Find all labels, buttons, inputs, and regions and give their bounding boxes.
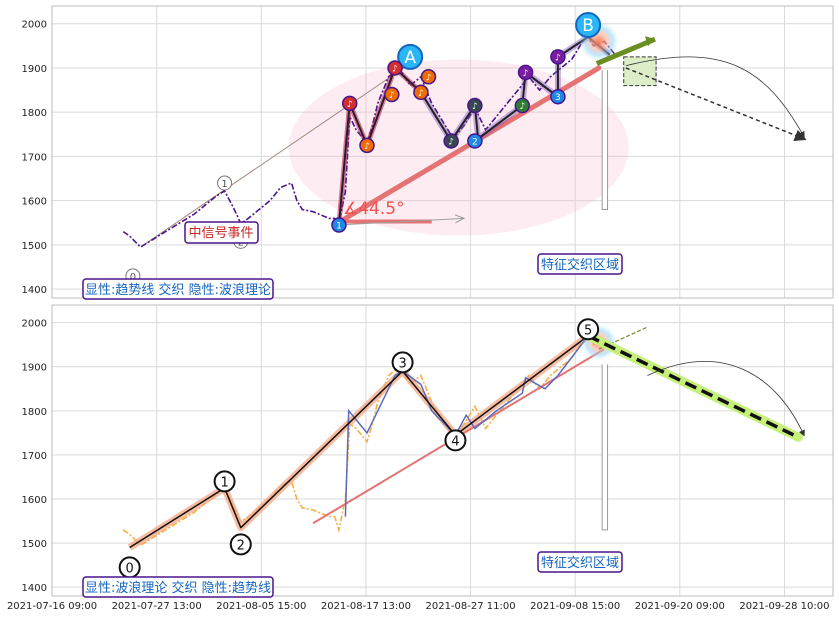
signal-label: 中信号事件 xyxy=(184,221,259,244)
signal-marker xyxy=(550,49,566,65)
signal-marker xyxy=(550,88,566,105)
signal-marker xyxy=(413,84,429,101)
wave-number-circle-1 xyxy=(213,470,236,493)
top-zone-label-text: 特征交织区域 xyxy=(541,257,619,273)
wave-path xyxy=(129,335,589,549)
forecast-curve xyxy=(625,56,805,138)
y-tick-label: 1900 xyxy=(22,363,47,374)
wave-label-B: B xyxy=(582,16,594,36)
bottom-legend-text: 显性:波浪理论 交织 隐性:趋势线 xyxy=(85,580,271,596)
signal-marker-label: ♪ xyxy=(555,53,561,63)
top-thin-trendline xyxy=(143,63,411,246)
zone-callout-top xyxy=(601,70,609,211)
bottom-forecast-curve xyxy=(647,361,805,437)
bottom-zone-label: 特征交织区域 xyxy=(537,551,623,573)
signal-marker xyxy=(359,137,375,154)
signal-marker-label: 1 xyxy=(336,222,342,232)
wave-path-highlight xyxy=(127,333,591,551)
wave-label-1: 1 xyxy=(221,179,227,190)
x-tick-label: 2021-09-28 10:00 xyxy=(739,601,829,612)
signal-marker xyxy=(331,217,347,233)
top-legend-label: 显性:趋势线 交织 隐性:波浪理论 xyxy=(82,278,274,300)
signal-marker xyxy=(341,95,358,112)
signal-marker xyxy=(384,86,400,103)
y-tick-label: 1500 xyxy=(22,539,47,550)
y-tick-label: 1700 xyxy=(22,451,47,462)
top-panel: 1400150016001700180019002000012AB1♪♪♪♪♪♪… xyxy=(22,5,834,299)
wave-label-A: A xyxy=(404,48,416,68)
signal-marker-label: ♪ xyxy=(389,91,395,101)
signal-marker-label: ♪ xyxy=(418,89,424,99)
x-tick-label: 2021-09-20 09:00 xyxy=(635,601,725,612)
signal-marker-label: ♪ xyxy=(472,102,478,112)
wave-number-0: 0 xyxy=(126,561,134,576)
zone-callout-bottom xyxy=(601,364,609,531)
y-tick-label: 1600 xyxy=(22,197,47,208)
wave-number-circle-5 xyxy=(577,318,600,341)
y-tick-label: 1400 xyxy=(22,583,47,594)
wave-label-circle-A xyxy=(397,43,424,70)
y-tick-label: 1800 xyxy=(22,407,47,418)
wave-number-1: 1 xyxy=(220,475,228,490)
x-tick-label: 2021-07-27 13:00 xyxy=(112,601,202,612)
forecast-dashed-arrow xyxy=(625,67,807,141)
y-tick-label: 1900 xyxy=(22,64,47,75)
wave-detail-line xyxy=(344,335,589,517)
angle-label: ∡44.5° xyxy=(343,199,405,219)
wave-number-4: 4 xyxy=(451,434,459,449)
grey-arrow xyxy=(337,218,464,226)
signal-marker-label: ♪ xyxy=(347,100,353,110)
top-zone-label: 特征交织区域 xyxy=(537,253,623,275)
x-tick-label: 2021-09-08 15:00 xyxy=(530,601,620,612)
green-thick-arrow xyxy=(595,36,656,66)
plot-frame xyxy=(51,5,834,299)
y-tick-label: 1600 xyxy=(22,495,47,506)
signal-marker xyxy=(387,60,403,76)
signal-marker xyxy=(514,97,531,114)
signal-marker xyxy=(517,64,534,81)
signal-marker-label: ♪ xyxy=(426,73,432,83)
x-tick-label: 2021-07-16 09:00 xyxy=(7,601,97,612)
signal-marker-label: ♪ xyxy=(448,137,454,147)
signal-marker xyxy=(467,97,483,114)
wave-label-0: 0 xyxy=(130,272,136,283)
signal-marker-label: ♪ xyxy=(364,142,370,152)
signal-marker-label: 3 xyxy=(555,93,561,103)
y-tick-label: 1700 xyxy=(22,152,47,163)
x-axis: 2021-07-16 09:00 2021-07-27 13:00 2021-08-… xyxy=(7,601,830,612)
y-tick-label: 1800 xyxy=(22,108,47,119)
wave-number-3: 3 xyxy=(398,356,406,371)
y-tick-label: 1400 xyxy=(22,285,47,296)
bottom-zone-label-text: 特征交织区域 xyxy=(541,555,619,571)
wave-number-5: 5 xyxy=(584,323,592,338)
x-tick-label: 2021-08-27 11:00 xyxy=(425,601,515,612)
signal-marker-label: ♪ xyxy=(519,102,525,112)
wave-number-circle-3 xyxy=(391,351,414,374)
y-tick-label: 1500 xyxy=(22,241,47,252)
wave-number-2: 2 xyxy=(237,538,245,553)
signal-marker xyxy=(467,133,483,149)
wave-label-circle-1 xyxy=(217,175,233,191)
signal-marker xyxy=(443,133,459,149)
forecast-box xyxy=(623,56,657,87)
signal-marker xyxy=(420,69,437,85)
bottom-panel: 1400 1500 1600 1700 1800 1900 2000 0 1 2 3 4 5 xyxy=(22,304,834,597)
signal-marker-label: 2 xyxy=(472,137,478,147)
top-legend-text: 显性:趋势线 交织 隐性:波浪理论 xyxy=(85,282,271,298)
signal-marker-label: ♪ xyxy=(523,69,529,79)
wave-number-circle-4 xyxy=(444,429,467,452)
forecast-dashed xyxy=(587,334,800,439)
wave-label-circle-B xyxy=(575,12,602,39)
signal-label-text: 中信号事件 xyxy=(188,226,253,241)
x-tick-label: 2021-08-17 13:00 xyxy=(321,601,411,612)
wave-number-circle-2 xyxy=(229,533,252,556)
x-tick-label: 2021-08-05 15:00 xyxy=(216,601,306,612)
y-tick-label: 2000 xyxy=(22,319,47,330)
green-arrow-head xyxy=(645,36,656,47)
signal-marker-label: ♪ xyxy=(392,64,398,74)
bottom-legend-label: 显性:波浪理论 交织 隐性:趋势线 xyxy=(82,576,274,598)
y-tick-label: 2000 xyxy=(22,20,47,31)
plot-frame xyxy=(51,304,834,597)
